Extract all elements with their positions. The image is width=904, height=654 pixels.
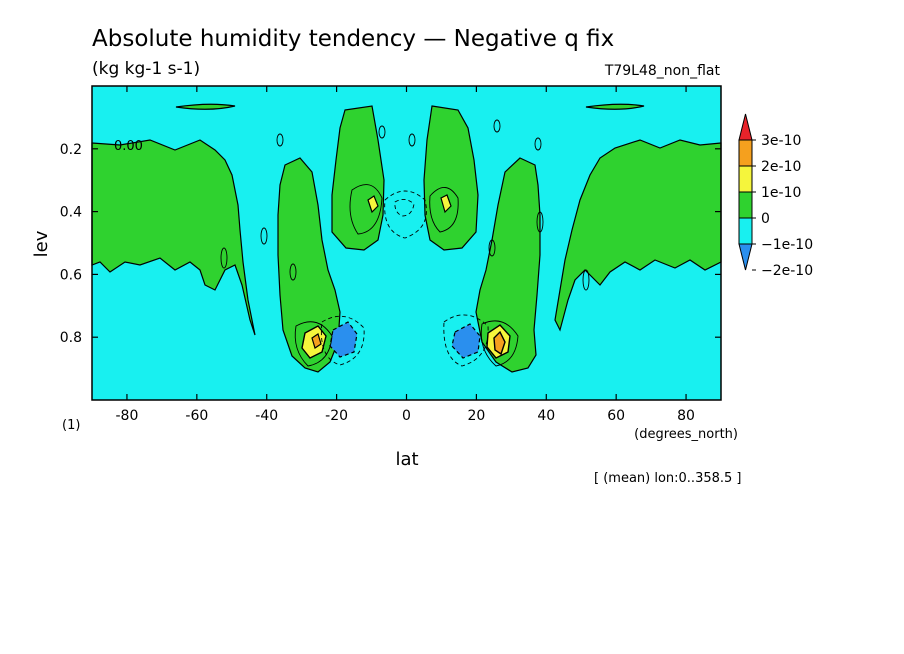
x-tick-label: 40	[537, 408, 555, 424]
x-tick-label: 0	[402, 408, 411, 424]
x-axis: -80 -60 -40 -20 0 20 40 60 80	[116, 86, 695, 424]
contour-closed-small	[260, 227, 268, 245]
y-axis-units: (1)	[62, 418, 80, 433]
contour-line-positive	[429, 187, 459, 233]
x-tick-label: -60	[185, 408, 208, 424]
colorbar-segment	[738, 243, 753, 271]
colorbar-label: 3e-10	[761, 133, 801, 149]
contour-line-positive	[294, 321, 333, 367]
contour-closed-small	[276, 133, 284, 147]
colorbar-label: −2e-10	[761, 263, 813, 279]
contour-region-high-positive	[311, 333, 322, 349]
contour-closed-small	[534, 137, 542, 151]
contour-region-medium-positive	[367, 195, 379, 214]
contour-region-positive	[585, 103, 645, 110]
plot-area: 0.00 -80 -60 -40 -20 0 20 40 60 80 0.2 0.4 0.6 0.8	[60, 85, 722, 424]
y-axis: 0.2 0.4 0.6 0.8	[60, 142, 721, 346]
colorbar-label: 2e-10	[761, 159, 801, 175]
contour-closed-small	[408, 133, 416, 147]
x-tick-label: 20	[467, 408, 485, 424]
contour-region-positive	[277, 157, 341, 373]
contour-line-positive	[349, 184, 383, 235]
mean-annotation: [ (mean) lon:0..358.5 ]	[594, 471, 742, 486]
x-tick-label: 80	[677, 408, 695, 424]
contour-region-positive	[331, 105, 385, 251]
colorbar-segment	[738, 191, 753, 219]
y-tick-label: 0.2	[60, 142, 82, 158]
contour-line-negative	[443, 314, 489, 367]
contour-region-negative	[451, 323, 481, 359]
contour-closed-small	[488, 239, 496, 257]
x-tick-label: -20	[325, 408, 348, 424]
colorbar-label: 1e-10	[761, 185, 801, 201]
chart-title: Absolute humidity tendency — Negative q …	[92, 26, 614, 52]
contour-label: 0.00	[114, 139, 143, 154]
colorbar-label: 0	[761, 211, 770, 227]
contour-region-medium-positive	[440, 194, 452, 214]
contour-closed-small	[536, 211, 544, 233]
contour-line-negative	[394, 199, 415, 217]
y-axis-label: lev	[31, 230, 52, 257]
x-axis-units: (degrees_north)	[634, 427, 738, 442]
colorbar-segment	[738, 113, 753, 141]
contour-region-high-positive	[493, 330, 506, 356]
contour-region-positive	[423, 105, 479, 251]
x-tick-label: -40	[255, 408, 278, 424]
colorbar-label: −1e-10	[761, 237, 813, 253]
y-tick-label: 0.8	[60, 330, 82, 346]
colorbar: 3e-10 2e-10 1e-10 0 −1e-10 −2e-10	[738, 113, 813, 279]
x-axis-label: lat	[395, 449, 418, 470]
colorbar-segment	[738, 139, 753, 167]
contour-lines	[220, 119, 590, 367]
contour-closed-small	[378, 125, 386, 139]
x-tick-label: -80	[116, 408, 139, 424]
contour-line-negative	[384, 190, 427, 239]
run-label: T79L48_non_flat	[604, 63, 721, 79]
contour-region-positive	[91, 139, 256, 336]
y-tick-label: 0.4	[60, 205, 82, 221]
contour-fills	[91, 103, 722, 373]
x-tick-label: 60	[607, 408, 625, 424]
colorbar-segment	[738, 165, 753, 193]
contour-closed-small	[582, 269, 590, 291]
contour-closed-small	[289, 263, 297, 281]
contour-line-positive	[480, 320, 519, 367]
chart-subtitle: (kg kg-1 s-1)	[92, 59, 200, 79]
contour-region-positive	[554, 139, 722, 332]
colorbar-segment	[738, 217, 753, 245]
contour-closed-small	[493, 119, 501, 133]
contour-region-positive	[175, 103, 236, 110]
contour-closed-small	[220, 247, 228, 269]
y-tick-label: 0.6	[60, 267, 82, 283]
contour-line-negative	[320, 315, 365, 366]
